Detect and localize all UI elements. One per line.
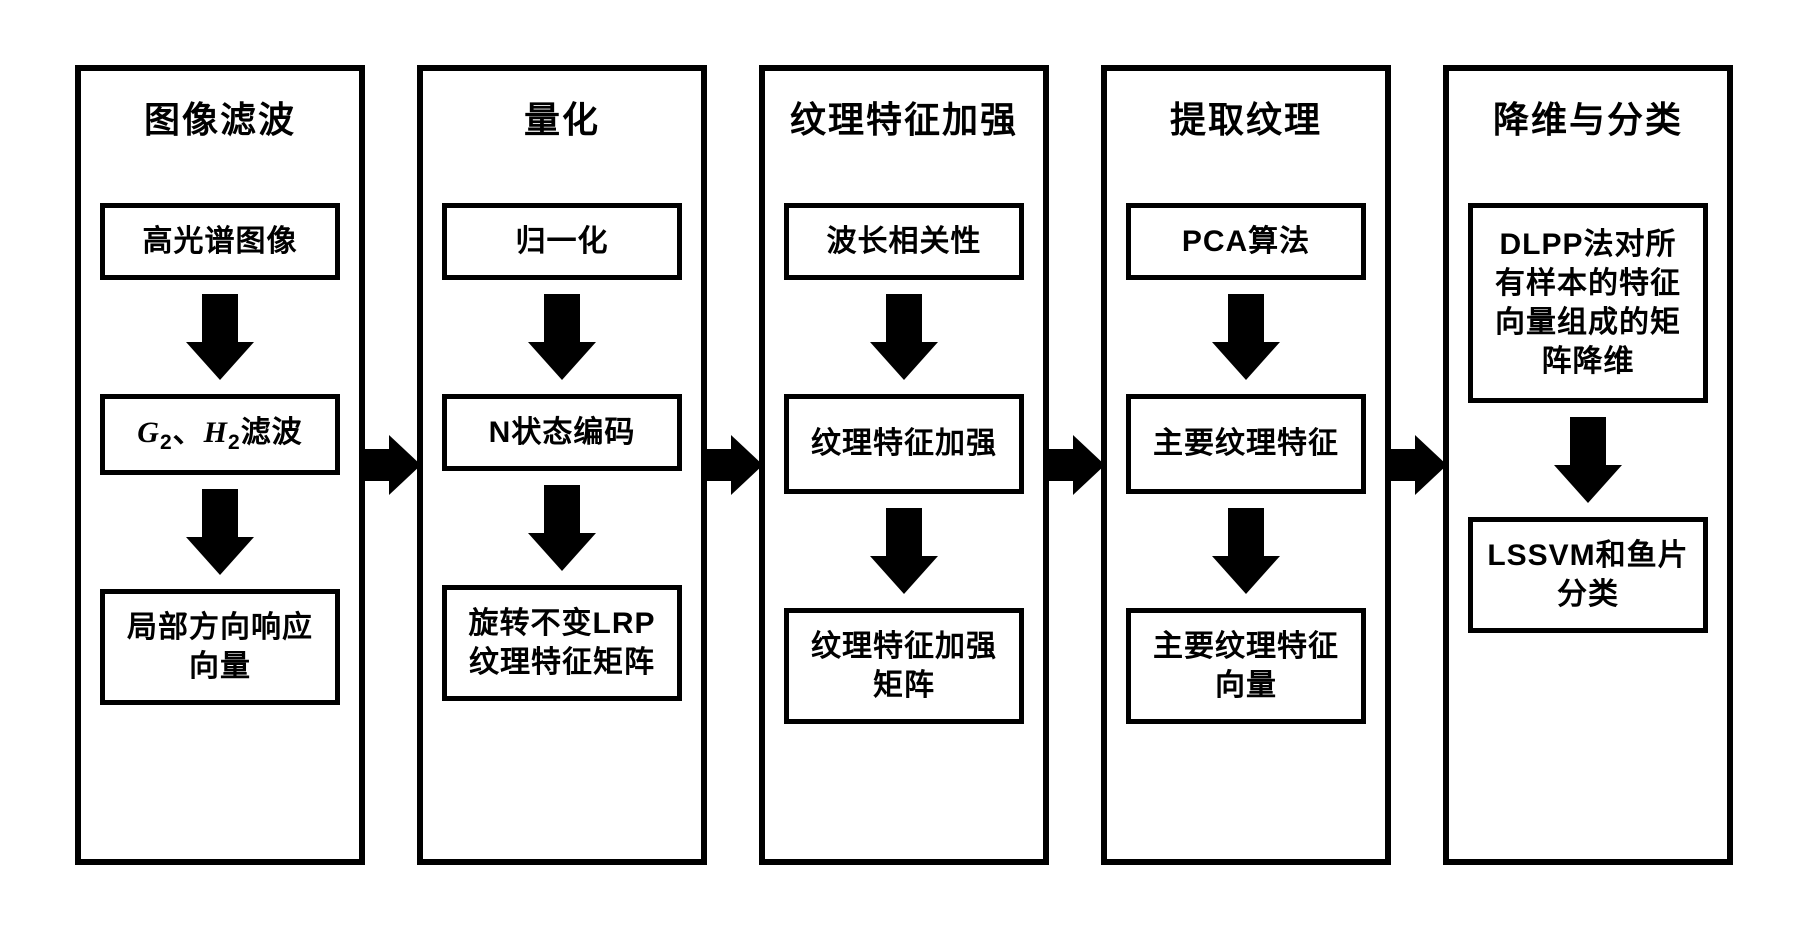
down-arrow-icon — [528, 294, 596, 380]
down-arrow-icon — [1554, 417, 1622, 503]
column-body: 归一化 N状态编码 旋转不变LRP纹理特征矩阵 — [442, 203, 682, 835]
node-texture-enhancement-matrix: 纹理特征加强矩阵 — [784, 608, 1024, 724]
column-title: 图像滤波 — [144, 91, 296, 143]
right-arrow-icon — [361, 435, 421, 495]
column-texture-enhancement: 纹理特征加强 波长相关性 纹理特征加强 纹理特征加强矩阵 — [759, 65, 1049, 865]
flowchart-root: 图像滤波 高光谱图像 G2、H2滤波 局部方向响应向量 量化 归一化 N状态编码… — [75, 65, 1733, 865]
column-body: PCA算法 主要纹理特征 主要纹理特征向量 — [1126, 203, 1366, 835]
column-title: 降维与分类 — [1493, 91, 1683, 143]
column-body: 高光谱图像 G2、H2滤波 局部方向响应向量 — [100, 203, 340, 835]
right-arrow-icon — [1045, 435, 1105, 495]
down-arrow-icon — [1212, 508, 1280, 594]
column-body: 波长相关性 纹理特征加强 纹理特征加强矩阵 — [784, 203, 1024, 835]
down-arrow-icon — [1212, 294, 1280, 380]
down-arrow-icon — [186, 489, 254, 575]
node-normalization: 归一化 — [442, 203, 682, 280]
node-dlpp-dimensionality-reduction: DLPP法对所有样本的特征向量组成的矩阵降维 — [1468, 203, 1708, 403]
node-lssvm-classification: LSSVM和鱼片分类 — [1468, 517, 1708, 633]
column-body: DLPP法对所有样本的特征向量组成的矩阵降维 LSSVM和鱼片分类 — [1468, 203, 1708, 835]
node-g2-h2-filter: G2、H2滤波 — [100, 394, 340, 475]
node-lrp-texture-matrix: 旋转不变LRP纹理特征矩阵 — [442, 585, 682, 701]
column-title: 纹理特征加强 — [790, 91, 1018, 143]
node-main-texture-feature-vector: 主要纹理特征向量 — [1126, 608, 1366, 724]
down-arrow-icon — [186, 294, 254, 380]
down-arrow-icon — [528, 485, 596, 571]
right-arrow-icon — [703, 435, 763, 495]
down-arrow-icon — [870, 508, 938, 594]
column-title: 量化 — [524, 91, 600, 143]
node-hyperspectral-image: 高光谱图像 — [100, 203, 340, 280]
node-local-direction-vector: 局部方向响应向量 — [100, 589, 340, 705]
node-main-texture-feature: 主要纹理特征 — [1126, 394, 1366, 494]
column-reduction-classification: 降维与分类 DLPP法对所有样本的特征向量组成的矩阵降维 LSSVM和鱼片分类 — [1443, 65, 1733, 865]
column-title: 提取纹理 — [1170, 91, 1322, 143]
node-n-state-encoding: N状态编码 — [442, 394, 682, 471]
node-texture-enhancement: 纹理特征加强 — [784, 394, 1024, 494]
right-arrow-icon — [1387, 435, 1447, 495]
node-pca-algorithm: PCA算法 — [1126, 203, 1366, 280]
column-extract-texture: 提取纹理 PCA算法 主要纹理特征 主要纹理特征向量 — [1101, 65, 1391, 865]
column-quantization: 量化 归一化 N状态编码 旋转不变LRP纹理特征矩阵 — [417, 65, 707, 865]
column-image-filtering: 图像滤波 高光谱图像 G2、H2滤波 局部方向响应向量 — [75, 65, 365, 865]
down-arrow-icon — [870, 294, 938, 380]
node-wavelength-correlation: 波长相关性 — [784, 203, 1024, 280]
